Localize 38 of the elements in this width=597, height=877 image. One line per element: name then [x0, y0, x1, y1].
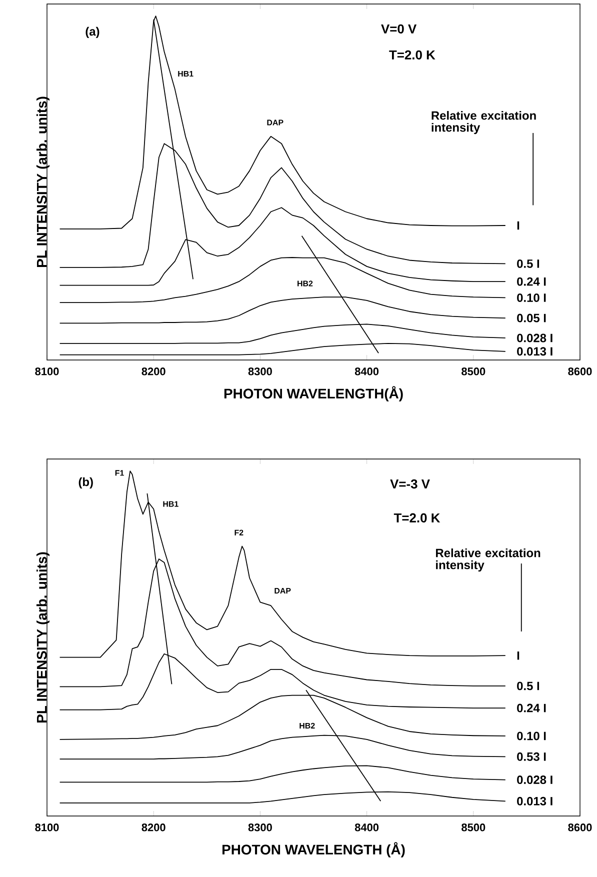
y-axis-title: PL INTENSITY (arb. units) [36, 96, 50, 267]
series-label: 0.10 I [517, 294, 546, 302]
series-label: 0.05 I [517, 314, 546, 322]
legend-title: Relative excitation intensity [436, 548, 540, 572]
x-axis-title: PHOTON WAVELENGTH(Å) [224, 386, 403, 402]
x-axis-title: PHOTON WAVELENGTH (Å) [222, 842, 405, 858]
series-label: 0.24 I [517, 277, 546, 286]
x-tick-label: 8600 [568, 824, 592, 832]
series-label: 0.028 I [517, 334, 552, 342]
annotation: V=-3 V [390, 479, 430, 489]
series-label: 0.10 I [517, 732, 546, 740]
series-label: 0.5 I [517, 259, 540, 268]
x-tick-label: 8200 [142, 824, 166, 832]
annotation: V=0 V [381, 24, 417, 34]
text: (a) [86, 26, 100, 38]
x-tick-label: 8500 [462, 368, 486, 376]
series-label: 0.53 I [517, 752, 546, 761]
series-label: 0.028 I [517, 776, 552, 784]
x-tick-label: 8100 [35, 368, 59, 376]
series-label: 0.24 I [517, 704, 546, 712]
x-tick-label: 8400 [354, 824, 379, 832]
x-tick-label: 8600 [568, 368, 592, 376]
x-tick-label: 8400 [354, 368, 379, 376]
legend-title: Relative excitation intensity [432, 111, 536, 134]
series-label: 0.5 I [517, 682, 540, 690]
y-axis-title: PL INTENSITY (arb. units) [36, 552, 50, 722]
series-label: 0.013 I [517, 347, 552, 356]
series-label: I [517, 221, 520, 230]
series-label: 0.013 I [517, 796, 552, 806]
annotation: T=2.0 K [389, 50, 436, 60]
x-tick-label: 8300 [248, 368, 272, 376]
x-tick-label: 8500 [462, 824, 486, 832]
annotation: T=2.0 K [394, 513, 440, 522]
x-tick-label: 8200 [142, 368, 166, 376]
series-label: I [517, 652, 520, 660]
x-tick-label: 8300 [248, 824, 272, 832]
chart-title: (b) [78, 477, 93, 488]
x-tick-label: 8100 [35, 824, 59, 832]
